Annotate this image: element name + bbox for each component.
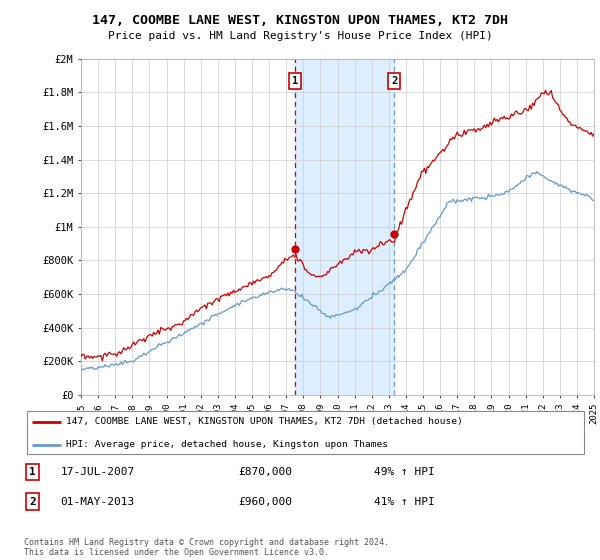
FancyBboxPatch shape xyxy=(27,411,584,454)
Text: HPI: Average price, detached house, Kingston upon Thames: HPI: Average price, detached house, King… xyxy=(66,440,388,449)
Text: 2: 2 xyxy=(29,497,36,507)
Text: £870,000: £870,000 xyxy=(238,467,292,477)
Text: £960,000: £960,000 xyxy=(238,497,292,507)
Text: Contains HM Land Registry data © Crown copyright and database right 2024.
This d: Contains HM Land Registry data © Crown c… xyxy=(24,538,389,557)
Text: 1: 1 xyxy=(29,467,36,477)
Text: 41% ↑ HPI: 41% ↑ HPI xyxy=(374,497,434,507)
Text: 1: 1 xyxy=(292,76,299,86)
Text: 01-MAY-2013: 01-MAY-2013 xyxy=(61,497,135,507)
Text: 147, COOMBE LANE WEST, KINGSTON UPON THAMES, KT2 7DH (detached house): 147, COOMBE LANE WEST, KINGSTON UPON THA… xyxy=(66,417,463,426)
Text: 17-JUL-2007: 17-JUL-2007 xyxy=(61,467,135,477)
Text: 49% ↑ HPI: 49% ↑ HPI xyxy=(374,467,434,477)
Bar xyxy=(295,59,394,395)
Text: Price paid vs. HM Land Registry's House Price Index (HPI): Price paid vs. HM Land Registry's House … xyxy=(107,31,493,41)
Text: 2: 2 xyxy=(391,76,398,86)
Text: 147, COOMBE LANE WEST, KINGSTON UPON THAMES, KT2 7DH: 147, COOMBE LANE WEST, KINGSTON UPON THA… xyxy=(92,14,508,27)
